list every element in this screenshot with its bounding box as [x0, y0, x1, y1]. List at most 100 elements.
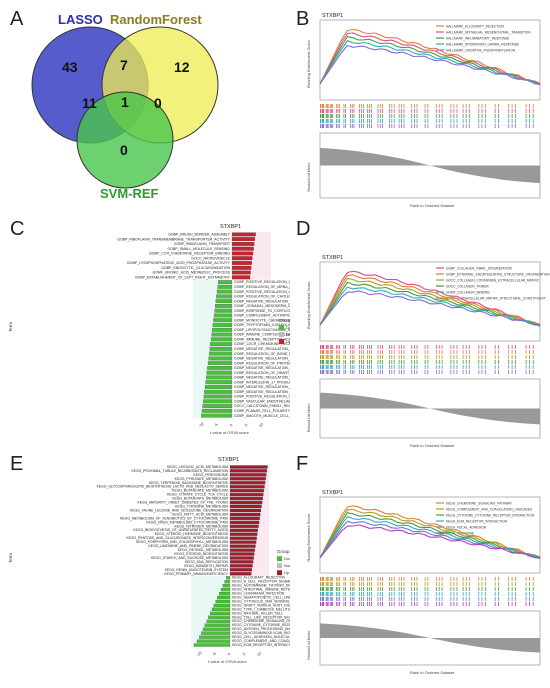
gsea-hit-bar	[320, 577, 322, 581]
gsea-hit-bar	[391, 360, 393, 364]
gsea-hit-bar	[414, 370, 415, 374]
gsea-hit-bar	[393, 360, 395, 364]
gsva-tick-label: -10	[198, 422, 205, 429]
gsea-hit-bar	[371, 370, 372, 374]
gsea-legend-label: GOMF_COLLAGEN_BINDING	[446, 291, 490, 295]
gsea-hit-bar	[465, 365, 467, 369]
gsea-hit-bar	[456, 365, 458, 369]
gsva-bar	[211, 332, 233, 337]
gsea-hit-bar	[326, 582, 328, 586]
gsea-hit-bar	[377, 119, 379, 123]
gsea-hit-bar	[323, 109, 325, 113]
gsea-hit-bar	[367, 114, 368, 118]
gsea-hit-bar	[379, 350, 381, 354]
gsea-hit-bar	[478, 355, 480, 359]
gsea-hit-bar	[332, 577, 334, 581]
gsea-hit-bar	[363, 365, 364, 369]
gsva-bar-chart-e: STXBP1KEGG_LINOLEIC_ACID_METABOLISMKEGG_…	[8, 457, 353, 664]
gsea-hit-bar	[468, 109, 470, 113]
gsea-hit-bar	[435, 365, 437, 369]
gsea-hit-bar	[359, 587, 360, 591]
panel-letter-c: C	[10, 218, 25, 240]
gsva-term-label: KEGG_FATTY_ACID_METABOLISM	[172, 512, 228, 516]
gsea-hit-bar	[363, 124, 364, 128]
gsea-hit-bar	[332, 370, 334, 374]
gsea-hit-bar	[529, 597, 530, 601]
gsva-term-label: KEGG_PORPHYRIN_AND_CHLOROPHYLL_METABOLIS…	[136, 540, 228, 544]
gsea-hit-bar	[371, 582, 372, 586]
gsea-hit-bar	[343, 582, 345, 586]
gsea-hit-bar	[371, 350, 372, 354]
gsva-term-label: GOMF_URONIC_ACID_METABOLIC_PROCESS	[152, 271, 230, 275]
gsea-hit-bar	[427, 355, 429, 359]
gsea-hit-bar	[529, 355, 530, 359]
gsea-hit-bar	[363, 104, 364, 108]
gsea-hit-bar	[450, 350, 452, 354]
gsea-hit-bar	[398, 360, 400, 364]
gsva-ylabel: Term	[8, 322, 13, 332]
gsea-hit-bar	[389, 119, 390, 123]
gsea-hit-bar	[494, 592, 496, 596]
gsea-hit-bar	[532, 577, 534, 581]
gsea-hit-bar	[331, 582, 332, 586]
gsea-hit-bar	[337, 582, 339, 586]
gsea-hit-bar	[331, 119, 332, 123]
gsva-bar	[213, 313, 233, 318]
gsea-hit-bar	[331, 104, 332, 108]
gsea-hit-bar	[371, 592, 372, 596]
gsea-hit-bar	[403, 360, 405, 364]
gsea-plot-f: STXBP1 Running Enrichment Score KEGG_CHEMO…	[306, 490, 541, 675]
gsea-hit-bar	[529, 365, 530, 369]
gsva-term-label: KEGG_PROXIMAL_TUBULE_BICARBONATE_RECLAMA…	[131, 469, 228, 473]
gsva-term-label: GOBP_ESTABLISHMENT_OF_LEFT_RIGHT_ASYMMET…	[135, 276, 231, 280]
gsea-hit-bar	[525, 602, 527, 606]
gsea-hit-bar	[379, 370, 381, 374]
gsea-hit-bar	[456, 119, 458, 123]
gsva-term-label: GOMF_CXCR_CHEMOKINE_RECEPTOR_BINDING	[234, 342, 290, 346]
gsva-term-label: GOBP_NEGATIVE_REGULATION_OF_T_CELL_MIGRA…	[234, 357, 290, 361]
gsea-hit-bar	[321, 602, 323, 606]
gsea-hit-bar	[322, 104, 324, 108]
gsea-hit-bar	[345, 602, 346, 606]
gsea-hit-bar	[450, 109, 452, 113]
gsea-hit-bar	[498, 365, 499, 369]
gsva-term-label: GOBP_POSITIVE_REGULATION_OF_EXTRACELLULA…	[234, 395, 290, 399]
gsea-hit-bar	[515, 370, 516, 374]
gsea-hit-bar	[336, 365, 337, 369]
gsva-term-label: KEGG_CHEMOKINE_SIGNALING_PATHWAY	[232, 619, 290, 623]
gsea-hit-bar	[359, 350, 360, 354]
gsea-ylabel2: Ranked List Metric	[307, 630, 311, 659]
gsea-hit-bar	[529, 592, 530, 596]
gsea-curve	[319, 508, 541, 559]
gsea-hit-bar	[363, 360, 364, 364]
gsea-hit-bar	[508, 114, 510, 118]
gsea-hit-bar	[468, 104, 470, 108]
gsea-hit-bar	[427, 582, 429, 586]
gsea-hit-bar	[403, 370, 405, 374]
gsea-hit-bar	[441, 360, 443, 364]
gsea-hit-bar	[320, 587, 322, 591]
gsea-hit-bar	[369, 597, 370, 601]
gsea-hit-bar	[377, 365, 379, 369]
gsea-hit-bar	[320, 597, 322, 601]
gsea-hit-bar	[379, 592, 381, 596]
gsea-hit-bar	[327, 370, 329, 374]
gsea-hit-bar	[369, 370, 370, 374]
gsva-term-label: KEGG_CELL_ADHESION_MOLECULES_CAMS	[232, 635, 290, 639]
gsea-hit-bar	[332, 124, 334, 128]
gsea-hit-bar	[345, 124, 346, 128]
gsea-hit-bar	[361, 119, 362, 123]
gsea-hit-bar	[453, 365, 455, 369]
gsea-hit-bar	[494, 345, 496, 349]
gsea-hit-bar	[353, 119, 355, 123]
gsea-hit-bar	[351, 602, 353, 606]
gsea-hit-bar	[453, 582, 455, 586]
gsea-hit-bar	[326, 109, 328, 113]
gsea-hit-bar	[343, 592, 345, 596]
gsea-hit-bar	[398, 114, 400, 118]
gsea-ylabel: Running Enrichment Score	[306, 281, 311, 330]
gsea-hit-bar	[411, 119, 413, 123]
gsva-tick-label: 10	[258, 422, 264, 428]
gsea-hit-bar	[398, 592, 400, 596]
gsea-hit-bar	[427, 124, 429, 128]
